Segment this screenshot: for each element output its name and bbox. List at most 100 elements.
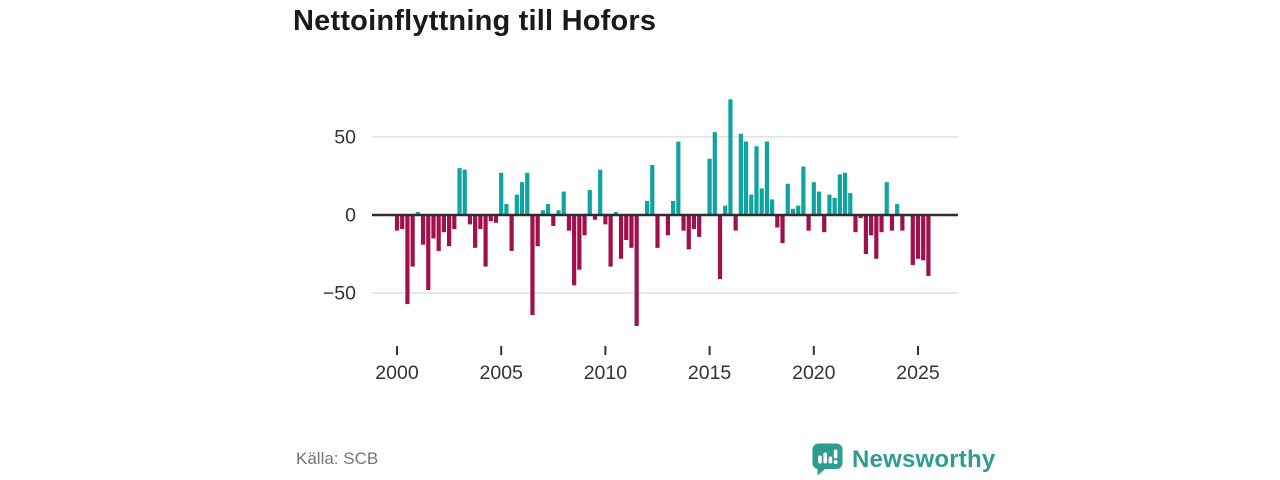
bar-2004-Q4 xyxy=(493,215,499,223)
bar-2009-Q1 xyxy=(582,215,587,236)
bar-2010-Q4 xyxy=(618,215,624,259)
bar-2016-Q3 xyxy=(738,133,743,215)
bar-2019-Q3 xyxy=(801,166,806,215)
bar-2008-Q4 xyxy=(577,215,582,270)
bar-2022-Q2 xyxy=(858,215,863,219)
bar-2017-Q4 xyxy=(764,141,770,215)
bar-2019-Q1 xyxy=(790,208,796,215)
bar-2003-Q2 xyxy=(462,169,467,215)
bar-2012-Q3 xyxy=(655,215,660,248)
bar-2015-Q3 xyxy=(717,215,723,280)
bar-2019-Q4 xyxy=(806,215,811,231)
bar-2018-Q2 xyxy=(775,215,780,228)
bar-2006-Q3 xyxy=(530,215,535,316)
bar-2018-Q3 xyxy=(780,215,785,244)
bar-2025-Q2 xyxy=(921,215,926,261)
bar-2020-Q3 xyxy=(822,215,827,233)
bar-2021-Q2 xyxy=(837,174,842,215)
x-tick-label-2005: 2005 xyxy=(480,362,524,384)
newsworthy-wordmark: Newsworthy xyxy=(852,445,996,473)
bar-2001-Q4 xyxy=(431,215,436,239)
bar-2011-Q2 xyxy=(629,215,634,248)
bar-2000-Q2 xyxy=(400,215,405,230)
bar-2005-Q3 xyxy=(509,215,514,251)
bar-2020-Q2 xyxy=(816,191,822,216)
bar-2016-Q2 xyxy=(733,215,738,231)
bar-2008-Q2 xyxy=(566,215,572,231)
bar-2001-Q2 xyxy=(420,215,426,245)
bar-2022-Q1 xyxy=(853,215,858,233)
bar-2006-Q2 xyxy=(525,172,530,215)
bar-2013-Q2 xyxy=(671,200,676,215)
x-tick-label-2025: 2025 xyxy=(896,362,940,384)
bar-2009-Q3 xyxy=(592,215,598,220)
x-tick-label-2015: 2015 xyxy=(688,362,732,384)
bar-2005-Q1 xyxy=(499,172,504,215)
bar-2025-Q1 xyxy=(915,215,921,259)
bar-2016-Q4 xyxy=(743,141,749,215)
bar-2011-Q3 xyxy=(634,215,639,326)
bar-2024-Q1 xyxy=(895,204,900,215)
bar-2017-Q1 xyxy=(749,194,754,215)
bar-2009-Q2 xyxy=(587,189,592,215)
y-tick-label-0: 0 xyxy=(345,205,356,227)
bar-2013-Q3 xyxy=(676,141,681,215)
bar-2008-Q3 xyxy=(572,215,577,286)
x-tick-label-2020: 2020 xyxy=(792,362,836,384)
bar-2011-Q1 xyxy=(624,215,629,241)
bar-2025-Q3 xyxy=(926,215,931,276)
bar-2024-Q2 xyxy=(900,215,905,231)
bar-2000-Q1 xyxy=(394,215,400,231)
x-tick-label-2000: 2000 xyxy=(375,362,419,384)
bar-2005-Q2 xyxy=(504,204,509,215)
bar-2023-Q1 xyxy=(874,215,879,259)
bar-2010-Q2 xyxy=(608,215,613,267)
bar-2012-Q2 xyxy=(650,164,655,215)
bar-2008-Q1 xyxy=(561,191,566,216)
bar-2013-Q1 xyxy=(665,215,671,236)
bar-2002-Q2 xyxy=(441,215,446,233)
bar-2001-Q3 xyxy=(426,215,431,291)
bar-2015-Q2 xyxy=(712,132,717,215)
newsworthy-logo[interactable]: Newsworthy xyxy=(812,443,995,476)
bar-2014-Q2 xyxy=(691,215,697,230)
bar-2024-Q4 xyxy=(910,215,915,266)
bar-2014-Q3 xyxy=(697,215,702,237)
y-tick-label--50: −50 xyxy=(323,283,356,305)
y-tick-label-50: 50 xyxy=(334,126,356,148)
bar-2017-Q2 xyxy=(754,146,759,215)
bar-2003-Q4 xyxy=(473,215,478,248)
bar-2020-Q4 xyxy=(827,194,832,215)
bar-2003-Q1 xyxy=(457,168,462,215)
bar-2006-Q4 xyxy=(535,215,540,247)
bar-2022-Q4 xyxy=(869,215,874,236)
bar-2000-Q4 xyxy=(410,215,415,267)
bar-2021-Q4 xyxy=(848,193,853,215)
bar-2003-Q3 xyxy=(467,215,473,225)
bar-2019-Q2 xyxy=(796,205,801,215)
source-label: Källa: SCB xyxy=(296,449,379,468)
bar-2004-Q1 xyxy=(478,215,483,230)
bar-2015-Q1 xyxy=(707,158,712,215)
bar-2002-Q1 xyxy=(436,215,441,251)
bar-2020-Q1 xyxy=(811,182,816,215)
bar-2023-Q4 xyxy=(889,215,895,231)
bar-2001-Q1 xyxy=(415,211,420,215)
bar-2013-Q4 xyxy=(681,215,686,231)
bar-2018-Q4 xyxy=(785,183,790,215)
bar-2015-Q4 xyxy=(723,205,728,215)
bar-2017-Q3 xyxy=(759,188,764,215)
bar-2007-Q2 xyxy=(545,204,551,215)
bar-2009-Q4 xyxy=(598,169,603,215)
newsworthy-bubble-icon xyxy=(812,443,843,476)
x-tick-label-2010: 2010 xyxy=(584,362,628,384)
bar-2023-Q2 xyxy=(879,215,884,233)
bar-2002-Q4 xyxy=(452,215,457,230)
bar-2018-Q1 xyxy=(770,199,775,215)
bar-2004-Q2 xyxy=(483,215,488,267)
bar-2002-Q3 xyxy=(447,215,452,247)
bar-2021-Q3 xyxy=(842,172,848,215)
bar-2007-Q1 xyxy=(540,210,545,215)
bar-2016-Q1 xyxy=(728,99,733,215)
bar-2022-Q3 xyxy=(863,215,868,255)
